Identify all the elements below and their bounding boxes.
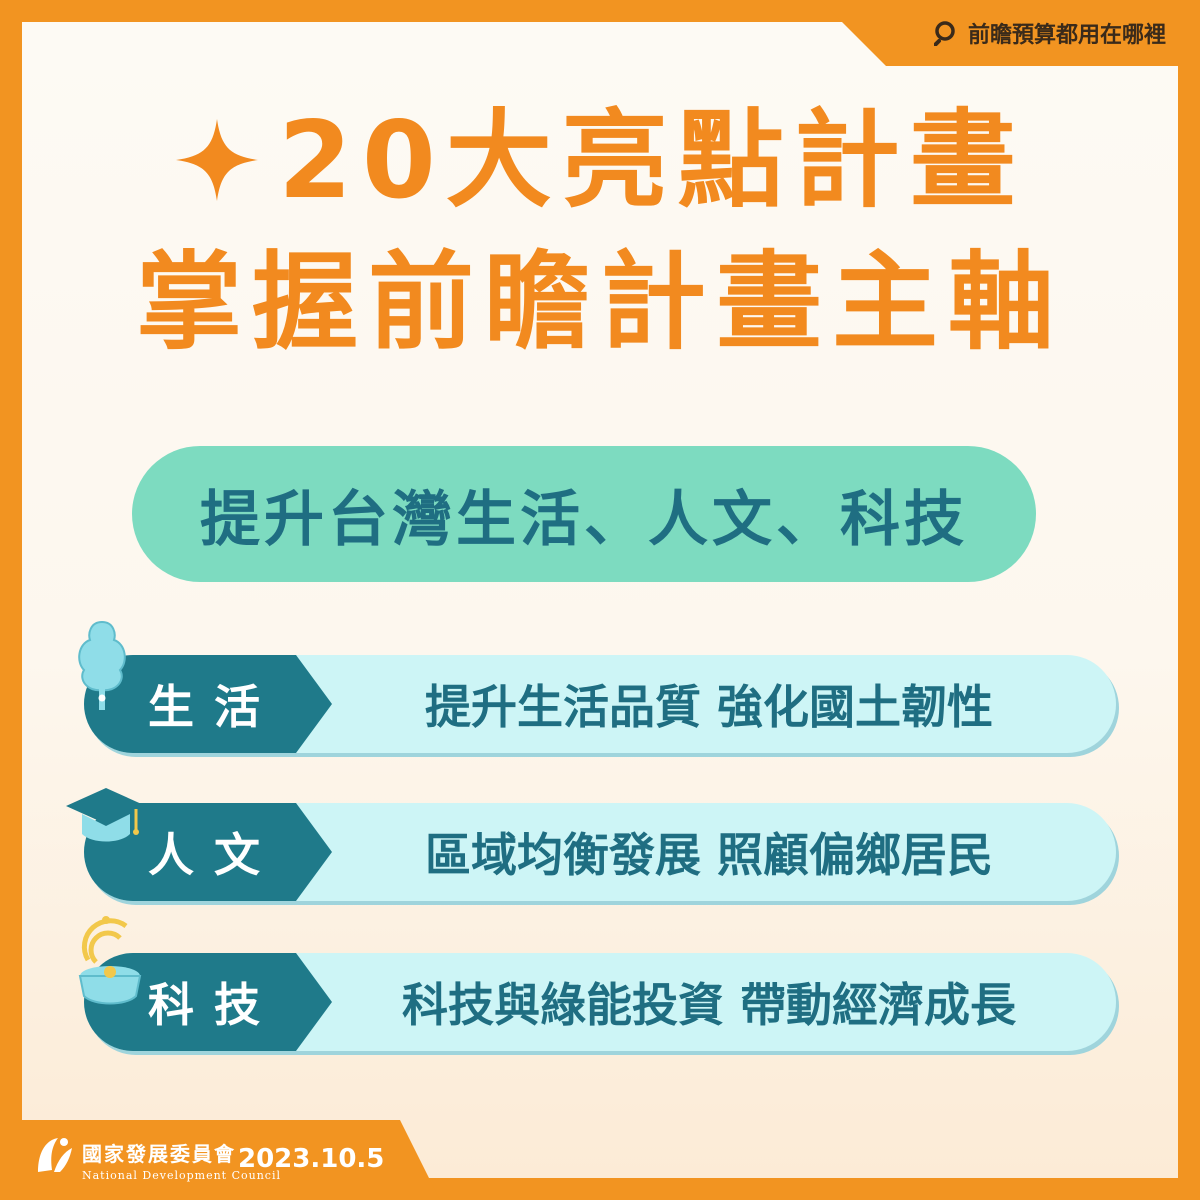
ndc-logo-icon [38, 1138, 72, 1172]
theme-row-technology: 科技 科技與綠能投資 帶動經濟成長 [84, 953, 1116, 1051]
page-title-line-1: 20大亮點計畫 [0, 108, 1200, 214]
theme-row-life: 生活 提升生活品質 強化國土韌性 [84, 655, 1116, 753]
search-label: 前瞻預算都用在哪裡 [967, 23, 1166, 48]
theme-row-humanities: 人文 區域均衡發展 照顧偏鄉居民 [84, 803, 1116, 901]
graduation-cap-icon [66, 788, 146, 842]
publish-date: 2023.10.5 [238, 1144, 385, 1174]
row-label-tag [84, 655, 332, 753]
subtitle-text: 提升台灣生活、人文、科技 [200, 484, 968, 555]
magnifier-icon [933, 21, 955, 46]
row-description: 科技與綠能投資 帶動經濟成長 [401, 978, 1016, 1032]
row-label: 人文 [148, 828, 280, 882]
row-label: 生活 [148, 680, 280, 734]
subtitle-pill: 提升台灣生活、人文、科技 [132, 446, 1036, 582]
sparkle-star-icon [176, 119, 259, 202]
search-tab[interactable]: 前瞻預算都用在哪裡 [820, 0, 1200, 66]
footer-tab: 國家發展委員會 National Development Council 202… [0, 1120, 440, 1200]
page-title-line-2: 掌握前瞻計畫主軸 [136, 241, 1064, 364]
org-name-en: National Development Council [82, 1169, 281, 1182]
row-label: 科技 [148, 978, 280, 1032]
row-description: 區域均衡發展 照顧偏鄉居民 [424, 828, 993, 882]
org-name-zh: 國家發展委員會 [82, 1142, 236, 1166]
tree-icon [78, 620, 126, 710]
wifi-device-icon [78, 916, 142, 1005]
row-description: 提升生活品質 強化國土韌性 [424, 680, 993, 734]
org-name: 國家發展委員會 National Development Council [82, 1138, 281, 1182]
title-text-1: 20大亮點計畫 [278, 99, 1026, 222]
